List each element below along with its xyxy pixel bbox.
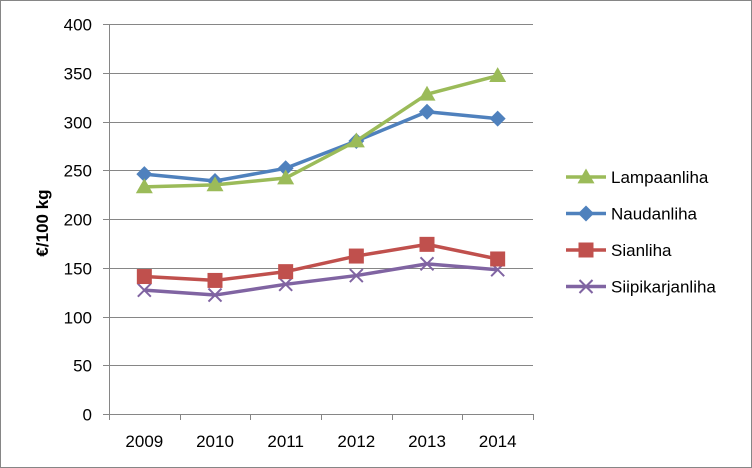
y-tick-label: 350 bbox=[64, 65, 92, 84]
data-point bbox=[349, 268, 364, 283]
x-tick-labels: 2009 2010 2011 2012 2013 2014 bbox=[125, 432, 516, 451]
x-tick-label: 2014 bbox=[479, 432, 517, 451]
legend-label: Lampaanliha bbox=[611, 168, 709, 187]
data-point bbox=[419, 256, 435, 272]
data-point bbox=[278, 277, 293, 292]
legend-item: Lampaanliha bbox=[566, 168, 709, 187]
x-tick-label: 2012 bbox=[337, 432, 375, 451]
data-point bbox=[347, 132, 365, 148]
legend-label: Naudanliha bbox=[611, 205, 698, 224]
y-tick-label: 150 bbox=[64, 260, 92, 279]
legend-item: Siipikarjanliha bbox=[566, 278, 716, 297]
data-point bbox=[278, 264, 294, 280]
data-point bbox=[137, 282, 152, 298]
series-lampaanliha bbox=[135, 67, 507, 194]
data-point bbox=[206, 176, 224, 192]
y-tick-labels: 0 50 100 150 200 250 300 350 400 bbox=[64, 16, 92, 425]
legend-item: Naudanliha bbox=[566, 205, 698, 224]
data-point bbox=[490, 251, 506, 267]
legend-marker bbox=[578, 205, 594, 222]
data-point bbox=[419, 236, 435, 252]
data-point bbox=[207, 272, 223, 288]
series-line bbox=[144, 110, 498, 183]
data-point bbox=[135, 178, 153, 194]
y-tick-label: 0 bbox=[83, 406, 92, 425]
series-line bbox=[144, 73, 499, 189]
data-point bbox=[419, 103, 435, 120]
x-tick-label: 2011 bbox=[267, 432, 304, 451]
y-tick-label: 200 bbox=[64, 211, 92, 230]
y-tick-label: 250 bbox=[64, 162, 92, 181]
legend-marker bbox=[578, 242, 594, 258]
x-tick-label: 2009 bbox=[125, 432, 163, 451]
legend-item: Sianliha bbox=[566, 241, 672, 260]
y-tick-label: 300 bbox=[64, 114, 92, 133]
series-line bbox=[144, 242, 499, 283]
data-point bbox=[489, 67, 507, 83]
data-point bbox=[277, 160, 294, 177]
x-tick-label: 2013 bbox=[408, 432, 446, 451]
gridlines bbox=[109, 24, 533, 366]
legend: Lampaanliha Naudanliha Sianliha Siipikarjan… bbox=[566, 168, 716, 297]
y-tick-label: 50 bbox=[73, 357, 92, 376]
series-siipikarjanliha bbox=[137, 256, 505, 303]
y-tick-label: 400 bbox=[64, 16, 92, 35]
legend-marker bbox=[577, 168, 595, 184]
x-tick-label: 2010 bbox=[196, 432, 234, 451]
series-sianliha bbox=[136, 236, 506, 288]
legend-marker bbox=[578, 279, 594, 294]
data-point bbox=[418, 85, 436, 101]
data-point bbox=[489, 110, 506, 127]
series-line bbox=[144, 262, 498, 297]
y-axis-label: €/100 kg bbox=[33, 189, 52, 256]
data-point bbox=[348, 248, 364, 264]
data-point bbox=[136, 166, 153, 183]
series-naudanliha bbox=[136, 103, 506, 189]
series-group bbox=[135, 67, 507, 303]
legend-label: Sianliha bbox=[611, 241, 672, 260]
data-point bbox=[207, 287, 223, 303]
y-tick-label: 100 bbox=[64, 309, 92, 328]
legend-label: Siipikarjanliha bbox=[611, 278, 716, 297]
axes bbox=[103, 24, 534, 420]
data-point bbox=[136, 269, 152, 285]
data-point bbox=[277, 169, 295, 185]
